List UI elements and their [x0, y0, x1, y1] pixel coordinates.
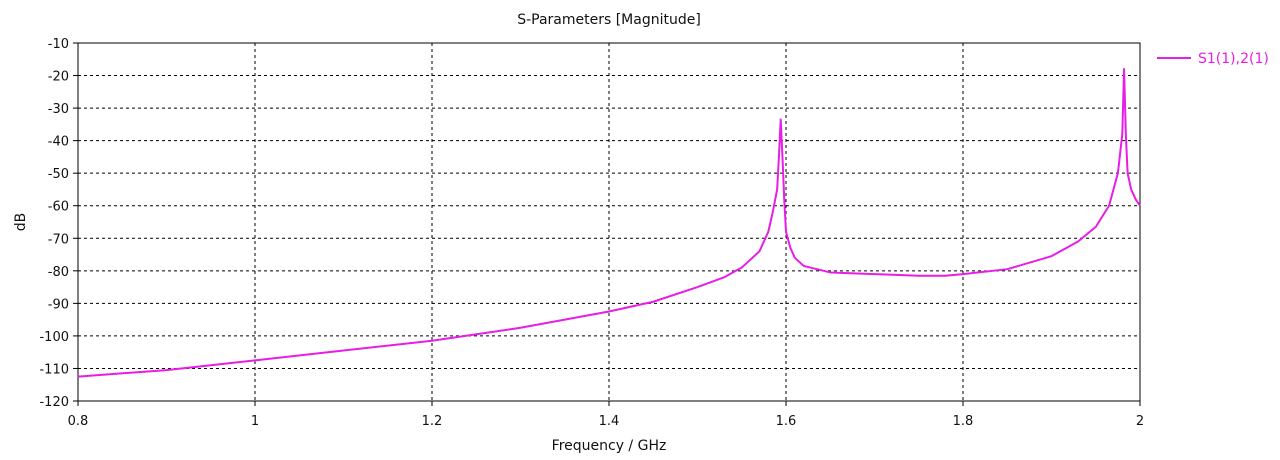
x-tick-label: 1.4: [599, 414, 620, 429]
y-tick-label: -50: [48, 167, 69, 182]
series-layer: [77, 68, 1141, 378]
y-tick-label: -80: [48, 265, 69, 280]
y-tick-label: -10: [48, 37, 69, 52]
y-tick-label: -120: [39, 395, 69, 410]
legend: S1(1),2(1): [1157, 51, 1269, 67]
legend-label-s1-2: S1(1),2(1): [1198, 51, 1269, 67]
y-tick-label: -70: [48, 232, 69, 247]
x-tick-label: 1.2: [422, 414, 443, 429]
x-axis-label: Frequency / GHz: [552, 438, 667, 454]
y-tick-label: -60: [48, 200, 69, 215]
series-line-0: [77, 68, 1141, 378]
x-tick-label: 1: [251, 414, 259, 429]
x-tick-label: 1.8: [953, 414, 974, 429]
y-tick-label: -90: [48, 297, 69, 312]
y-tick-label: -100: [39, 330, 69, 345]
y-axis-ticks: -10 -20 -30 -40 -50 -60 -70 -80 -90 -100 -110 -120: [39, 37, 78, 410]
y-tick-label: -20: [48, 70, 69, 85]
x-axis-ticks: 0.8 1 1.2 1.4 1.6 1.8 2: [68, 401, 1144, 429]
y-tick-label: -30: [48, 102, 69, 117]
y-tick-label: -40: [48, 135, 69, 150]
y-axis-label: dB: [13, 213, 29, 232]
x-tick-label: 2: [1136, 414, 1144, 429]
y-tick-label: -110: [39, 362, 69, 377]
grid: [78, 43, 1140, 401]
chart-title: S-Parameters [Magnitude]: [517, 12, 701, 28]
x-tick-label: 0.8: [68, 414, 89, 429]
x-tick-label: 1.6: [776, 414, 797, 429]
